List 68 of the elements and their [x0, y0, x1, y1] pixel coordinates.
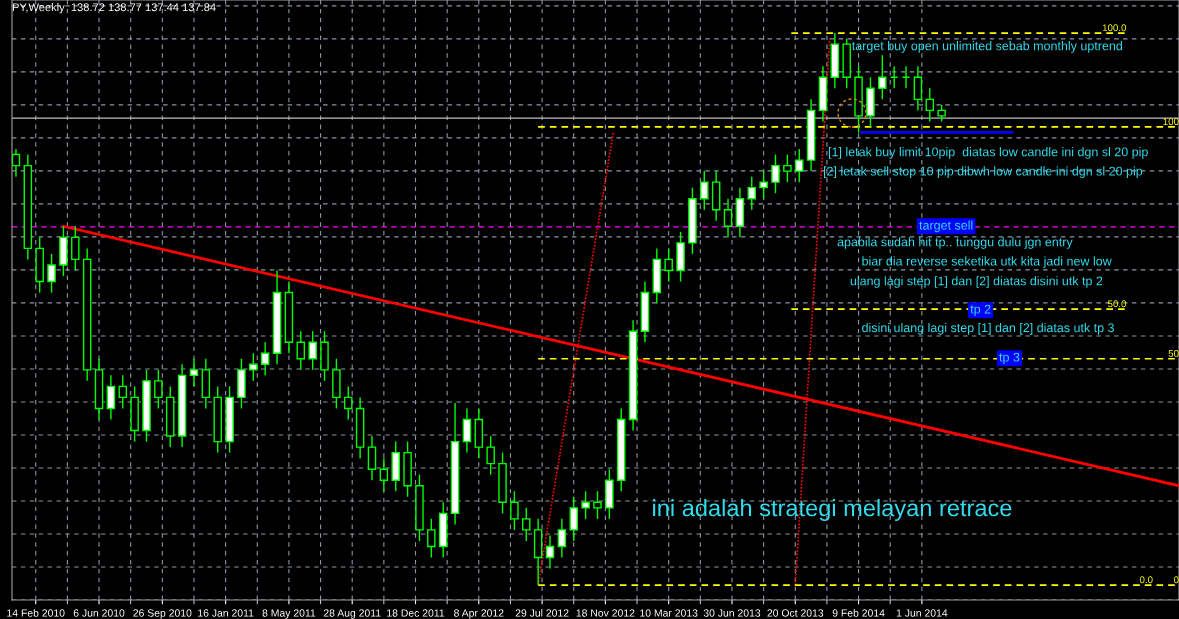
annotation: target buy open unlimited sebab monthly uptrend — [851, 41, 1122, 53]
x-tick-label: 8 May 2011 — [262, 609, 316, 619]
candlestick — [427, 518, 436, 559]
candlestick — [249, 352, 258, 382]
annotation: 50 — [1168, 349, 1179, 357]
x-tick-label: 18 Dec 2011 — [387, 609, 445, 617]
candlestick — [783, 153, 792, 183]
candlestick — [700, 170, 709, 211]
annotation: 0 — [1173, 576, 1179, 584]
annotation: apabila sudah hit tp.. tunggu dulu jgn entry — [837, 237, 1073, 249]
candlestick — [545, 534, 555, 570]
candlestick — [379, 457, 389, 492]
annotation: 100.0 — [1102, 24, 1127, 32]
candlestick — [71, 225, 80, 272]
annotation: 100 — [1163, 118, 1179, 126]
candlestick — [189, 358, 199, 388]
candlestick — [581, 490, 590, 520]
candlestick — [343, 385, 353, 421]
annotation: target sell — [919, 220, 973, 233]
annotation: ini adalah strategi melayan retrace — [653, 498, 1012, 522]
annotation: disini ulang lagi step [1] dan [2] diatas utk tp 3 — [862, 322, 1114, 335]
candlestick — [664, 247, 673, 283]
candlestick — [794, 148, 804, 183]
candlestick — [12, 148, 21, 178]
candlestick — [510, 490, 519, 531]
annotation: [1] letak buy limit 10pip diatas low candle ini dgn sl 20 pip — [828, 147, 1148, 159]
x-tick-label: 16 Jan 2011 — [198, 609, 254, 617]
candlestick — [557, 518, 567, 559]
x-tick-label: 9 Feb 2014 — [832, 609, 885, 617]
candlestick — [925, 87, 935, 123]
candlestick — [569, 496, 578, 542]
candlestick — [747, 175, 757, 211]
annotation: 0.0 — [1139, 576, 1153, 584]
annotation: [2] letak sell stop 10 pip dibwh low candle ini dgn sl 20 pip — [823, 166, 1143, 179]
x-tick-label: 26 Sep 2010 — [133, 609, 192, 619]
x-tick-label: 14 Feb 2010 — [7, 609, 65, 617]
candlestick — [260, 341, 270, 377]
candlestick — [367, 435, 377, 481]
annotation: ulang lagi step [1] dan [2] diatas disini utk tp 2 — [850, 276, 1103, 288]
candlestick — [723, 198, 733, 239]
candlestick — [771, 153, 780, 194]
candlestick — [462, 407, 472, 454]
annotation: tp 3 — [999, 352, 1020, 365]
x-tick-label: 8 Apr 2012 — [454, 609, 504, 619]
x-tick-label: 6 Jun 2010 — [73, 609, 125, 617]
annotation: 50.0 — [1107, 300, 1127, 308]
candlestick — [593, 490, 602, 520]
annotation: biar dia reverse seketika utk kita jadi new low — [862, 256, 1112, 269]
candlestick — [486, 435, 495, 476]
chart-title: PY,Weekly 138.72 138.77 137.44 137.84 — [12, 3, 216, 14]
x-tick-label: 10 Mar 2013 — [640, 609, 698, 617]
x-tick-label: 20 Oct 2013 — [767, 609, 824, 617]
x-tick-label: 30 Jun 2013 — [703, 609, 761, 617]
candlestick — [154, 369, 163, 410]
candlestick — [308, 330, 317, 371]
x-tick-label: 1 Jun 2014 — [896, 609, 948, 617]
x-tick-label: 18 Nov 2012 — [576, 609, 635, 617]
candlestick — [878, 54, 887, 101]
candlestick — [913, 65, 923, 112]
candlestick — [759, 170, 768, 200]
annotation: tp 2 — [970, 304, 991, 317]
candlestick — [47, 253, 56, 294]
x-tick-label: 29 Jul 2012 — [515, 609, 569, 617]
candlestick — [522, 507, 531, 542]
candlestick — [118, 374, 128, 410]
candlestick — [296, 330, 306, 371]
x-tick-label: 28 Aug 2011 — [323, 609, 381, 619]
candlestick — [106, 374, 116, 421]
